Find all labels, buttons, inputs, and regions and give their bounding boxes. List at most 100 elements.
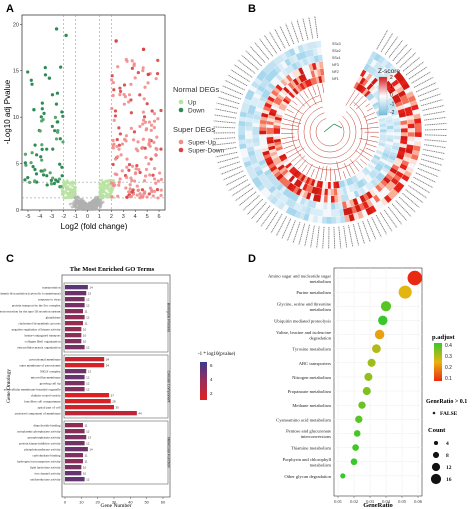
kegg-x-tick-label: 0.06 — [414, 499, 423, 504]
volcano-y-label: -Log10 adj Pvalue — [3, 79, 12, 144]
heatmap-cell — [292, 78, 300, 86]
kegg-pathway-label: Porphyrin and chlorophyll — [283, 457, 332, 462]
kegg-padjust-legend: p.adjust 0.4 0.3 0.2 0.1 — [432, 334, 455, 382]
heatmap-cell — [387, 191, 396, 200]
heatmap-cell — [376, 64, 385, 73]
heatmap-cell — [254, 148, 263, 155]
heatmap-cell — [370, 169, 378, 177]
heatmap-cell — [383, 69, 391, 78]
heatmap-cell — [413, 145, 421, 152]
heatmap-cell — [276, 93, 285, 101]
heatmap-cell — [414, 127, 422, 133]
heatmap-cell — [304, 50, 311, 58]
kegg-pathway-label: Propanoate metabolism — [288, 389, 332, 394]
heatmap-cell — [297, 173, 304, 181]
go-bar — [65, 339, 82, 344]
volcano-point-super-up — [136, 188, 140, 192]
count-legend-label: 12 — [446, 465, 452, 471]
go-bar — [65, 471, 82, 476]
heatmap-cell — [334, 202, 340, 210]
volcano-point-outlier — [141, 47, 146, 52]
heatmap-cell — [238, 130, 246, 136]
heatmap-cell — [362, 88, 369, 96]
go-bar — [65, 327, 82, 332]
heatmap-cell — [280, 88, 289, 96]
heatmap-cell — [275, 161, 284, 169]
heatmap-cell — [355, 196, 363, 205]
dendrogram-branch — [286, 109, 294, 114]
heatmap-cell — [360, 69, 367, 78]
volcano-point-up — [103, 180, 107, 184]
dendrogram-arc — [303, 106, 357, 159]
dendrogram-branch — [343, 171, 346, 179]
volcano-point-super-up — [141, 145, 145, 150]
heatmap-cell — [321, 75, 325, 83]
heatmap-cell — [377, 160, 386, 167]
volcano-x-tick-label: -4 — [37, 214, 42, 220]
volcano-point-super-up — [131, 138, 136, 142]
legend-normal-title: Normal DEGs — [173, 85, 220, 94]
heatmap-cell — [298, 189, 306, 198]
go-bar — [65, 309, 83, 314]
heatmap-cell — [322, 209, 328, 217]
go-pvalue-legend: -1 * log10(pvalue) 6 4 2 — [198, 352, 236, 400]
heatmap-sample-label: SSc3 — [332, 42, 341, 46]
heatmap-cell — [307, 71, 313, 79]
volcano-point-ns — [88, 206, 92, 210]
volcano-y-tick-label: 5 — [16, 162, 19, 168]
heatmap-cell — [284, 58, 292, 67]
go-x-tick-label: 40 — [128, 500, 133, 505]
heatmap-cell — [389, 151, 398, 158]
go-bar — [65, 297, 85, 302]
heatmap-gene-label — [322, 226, 325, 249]
heatmap-cell — [285, 206, 293, 215]
volcano-point-ns — [101, 200, 105, 204]
heatmap-cell — [302, 190, 309, 199]
go-x-ticks: 0 10 20 30 40 50 60 — [64, 497, 166, 505]
dendrogram-branch — [359, 138, 378, 143]
heatmap-cell — [400, 124, 408, 129]
heatmap-cell — [414, 118, 422, 124]
volcano-point-super-down — [53, 115, 58, 119]
heatmap-cell — [251, 96, 260, 104]
count-legend-dot — [433, 440, 439, 446]
zscore-legend-tick: 0 — [390, 93, 393, 99]
go-category-label: ion channel activity — [35, 472, 61, 476]
heatmap-cell — [262, 66, 271, 75]
heatmap-cell — [283, 86, 291, 94]
heatmap-gene-label — [343, 225, 348, 248]
heatmap-cell — [387, 64, 396, 73]
heatmap-cell — [266, 136, 274, 141]
heatmap-cell — [277, 62, 285, 72]
heatmap-cell — [365, 73, 373, 81]
legend-down-swatch — [178, 107, 184, 113]
heatmap-cell — [273, 159, 282, 166]
heatmap-cell — [400, 120, 408, 126]
volcano-point-super-up — [125, 59, 129, 63]
heatmap-cell — [266, 139, 275, 144]
go-category-label: lysine-conjugated transport — [25, 334, 61, 338]
heatmap-cell — [304, 80, 310, 88]
heatmap-cell — [380, 197, 389, 206]
volcano-point-super-up — [147, 141, 151, 145]
heatmap-cell — [269, 92, 277, 100]
heatmap-cell — [290, 176, 298, 185]
heatmap-cell — [359, 170, 366, 178]
dendrogram-branch — [307, 88, 317, 105]
heatmap-cell — [276, 183, 284, 191]
heatmap-cell — [294, 68, 302, 77]
heatmap-cell — [369, 205, 377, 214]
heatmap-cell — [263, 153, 271, 160]
volcano-point-super-up — [159, 177, 163, 182]
legend-super-up-swatch — [178, 139, 184, 145]
volcano-point-super-up — [152, 119, 157, 123]
dendrogram-branch — [297, 159, 307, 170]
heatmap-cell — [370, 99, 378, 106]
volcano-point-super-down — [39, 169, 43, 173]
go-category-label: clathrin-coated vesicle — [31, 394, 61, 398]
go-bar-value: 12 — [86, 382, 90, 386]
heatmap-cell — [295, 76, 302, 85]
heatmap-cell — [377, 55, 386, 65]
volcano-point-super-up — [135, 164, 139, 168]
